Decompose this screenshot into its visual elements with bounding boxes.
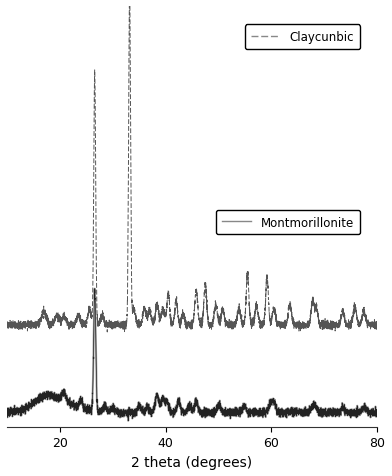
X-axis label: 2 theta (degrees): 2 theta (degrees) xyxy=(131,455,252,469)
Legend: Montmorillonite: Montmorillonite xyxy=(216,210,360,235)
